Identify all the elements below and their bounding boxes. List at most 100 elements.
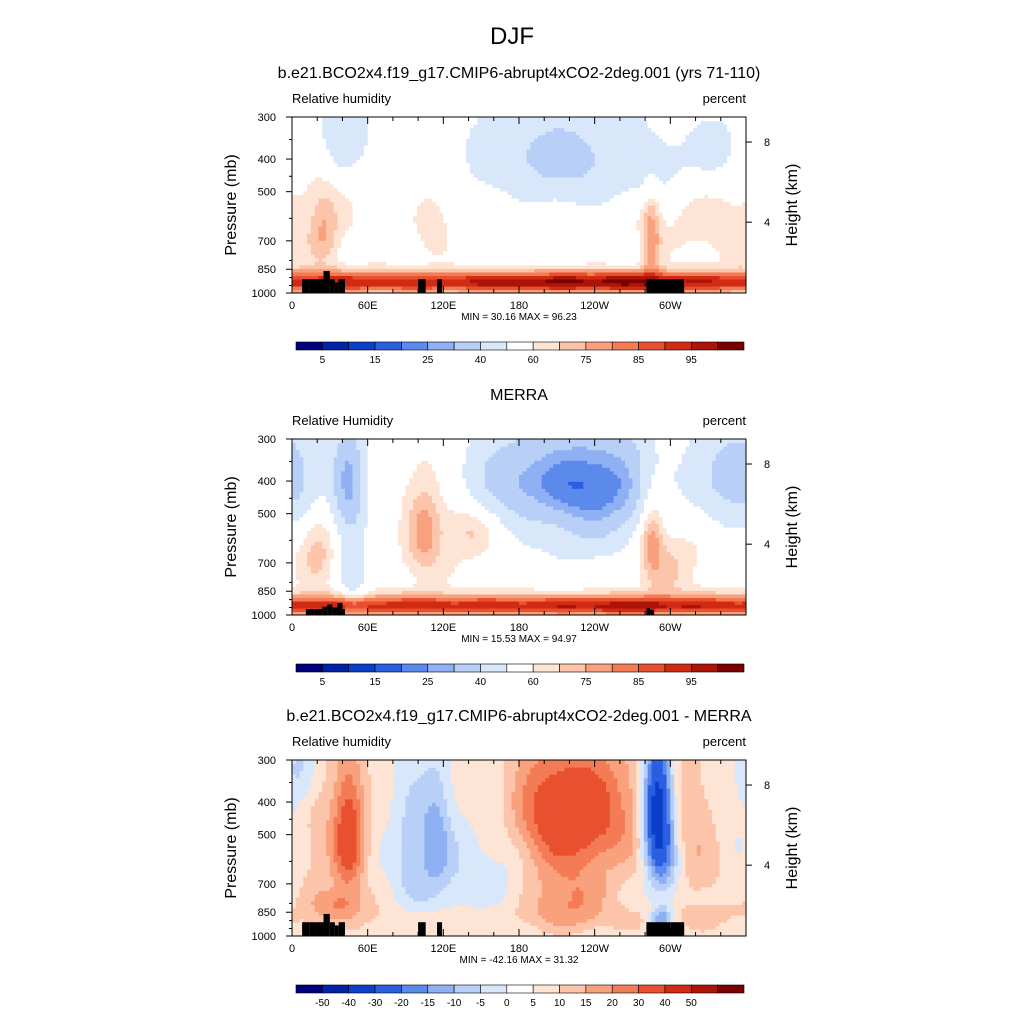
contour-cell <box>708 166 713 171</box>
contour-cell <box>488 194 494 199</box>
contour-cell <box>549 236 554 241</box>
contour-cell <box>503 190 509 196</box>
contour-cell <box>503 229 509 234</box>
contour-cell <box>651 271 656 276</box>
contour-cell <box>522 254 528 259</box>
contour-cell <box>492 257 497 262</box>
contour-cell <box>394 152 399 157</box>
contour-cell <box>689 215 694 220</box>
contour-cell <box>503 222 509 227</box>
contour-cell <box>386 145 391 150</box>
contour-cell <box>348 236 354 241</box>
contour-cell <box>401 162 407 167</box>
contour-cell <box>534 285 539 291</box>
contour-cell <box>568 208 573 213</box>
contour-cell <box>624 275 630 280</box>
contour-cell <box>481 289 486 293</box>
contour-cell <box>379 215 384 220</box>
contour-cell <box>488 247 494 252</box>
contour-cell <box>734 219 740 224</box>
contour-cell <box>598 229 603 234</box>
contour-cell <box>390 254 395 259</box>
contour-cell <box>738 226 743 231</box>
contour-cell <box>526 194 531 199</box>
contour-cell <box>333 257 338 262</box>
contour-cell <box>526 148 531 153</box>
contour-cell <box>341 261 346 266</box>
contour-cell <box>511 152 516 157</box>
contour-cell <box>326 201 331 206</box>
contour-cell <box>628 257 634 262</box>
contour-cell <box>541 233 547 238</box>
contour-cell <box>583 159 588 164</box>
contour-cell <box>413 257 418 262</box>
contour-cell <box>341 268 346 273</box>
contour-cell <box>643 247 649 252</box>
contour-cell <box>556 289 562 293</box>
contour-cell <box>367 247 373 252</box>
contour-cell <box>333 148 338 153</box>
contour-cell <box>609 229 615 234</box>
contour-cell <box>344 289 350 293</box>
contour-cell <box>431 247 437 252</box>
contour-cell <box>401 187 407 192</box>
contour-cell <box>292 187 297 192</box>
contour-cell <box>484 166 490 171</box>
contour-cell <box>719 215 724 220</box>
contour-cell <box>549 264 554 269</box>
contour-cell <box>322 201 327 206</box>
contour-cell <box>579 222 584 227</box>
contour-cell <box>553 254 558 259</box>
contour-cell <box>356 222 361 227</box>
contour-cell <box>715 261 721 266</box>
contour-cell <box>507 148 513 153</box>
contour-cell <box>734 152 740 157</box>
contour-cell <box>371 148 376 153</box>
contour-cell <box>352 247 357 252</box>
contour-cell <box>484 155 490 160</box>
contour-cell <box>738 190 743 196</box>
contour-cell <box>496 201 501 206</box>
contour-cell <box>443 278 448 284</box>
contour-cell <box>658 236 664 241</box>
contour-cell <box>693 240 698 245</box>
contour-cell <box>742 159 746 164</box>
contour-cell <box>488 261 494 266</box>
contour-cell <box>579 250 584 255</box>
contour-cell <box>488 155 494 160</box>
contour-cell <box>662 190 668 196</box>
contour-cell <box>723 155 728 160</box>
contour-cell <box>447 268 452 273</box>
contour-cell <box>375 166 380 171</box>
contour-cell <box>606 176 611 181</box>
contour-cell <box>341 152 346 157</box>
contour-cell <box>670 229 675 234</box>
contour-cell <box>571 233 577 238</box>
contour-cell <box>390 264 395 269</box>
contour-cell <box>363 197 369 203</box>
contour-cell <box>469 145 475 150</box>
contour-cell <box>416 166 422 171</box>
contour-cell <box>715 226 721 231</box>
contour-cell <box>507 219 513 224</box>
contour-cell <box>624 176 630 181</box>
contour-cell <box>443 254 448 259</box>
contour-cell <box>515 194 520 199</box>
contour-cell <box>360 275 365 280</box>
contour-cell <box>314 215 320 220</box>
contour-cell <box>534 233 539 238</box>
contour-cell <box>723 187 728 192</box>
contour-cell <box>730 208 736 213</box>
contour-cell <box>481 176 486 181</box>
contour-cell <box>727 194 732 199</box>
contour-cell <box>522 215 528 220</box>
contour-cell <box>621 162 626 167</box>
contour-cell <box>318 215 323 220</box>
contour-cell <box>541 190 547 196</box>
contour-cell <box>356 289 361 293</box>
contour-cell <box>341 250 346 255</box>
contour-cell <box>307 247 312 252</box>
contour-cell <box>314 236 320 241</box>
contour-cell <box>413 268 418 273</box>
contour-cell <box>356 247 361 252</box>
